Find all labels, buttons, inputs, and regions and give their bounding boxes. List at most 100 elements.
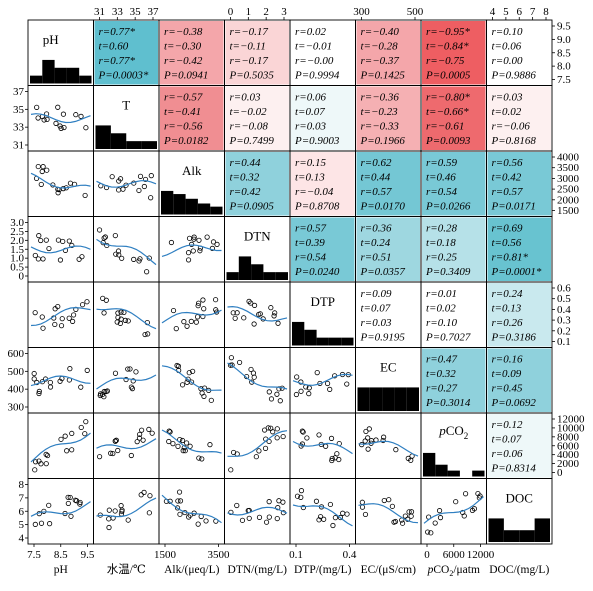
scatter-point	[190, 248, 196, 254]
scatter-point	[77, 501, 83, 507]
correlation-text: r=−0.36	[361, 92, 400, 104]
scatter-point	[182, 448, 188, 454]
correlation-cell	[487, 21, 551, 85]
scatter-point	[425, 529, 431, 535]
scatter-point	[298, 494, 304, 500]
histogram-bar	[488, 518, 504, 542]
scatter-point	[408, 513, 414, 519]
histogram-bar	[423, 452, 436, 477]
scatter-point	[115, 314, 121, 321]
scatter-point	[52, 321, 58, 328]
scatter-point	[186, 370, 192, 376]
scatter-point	[79, 302, 86, 308]
panel-border	[158, 281, 225, 348]
smooth-curve	[30, 306, 91, 327]
correlation-text: t=0.07	[361, 303, 391, 315]
correlation-text: P=0.0170	[360, 201, 406, 213]
scatter-point	[214, 241, 220, 247]
scatter-point	[262, 445, 269, 451]
scatter-point	[185, 250, 192, 256]
scatter-point	[265, 425, 271, 431]
scatter-point	[32, 459, 39, 465]
top-tick-label: 1	[246, 6, 252, 18]
correlation-text: r=0.47	[426, 354, 457, 366]
correlation-cell	[356, 283, 420, 347]
scatter-point	[168, 239, 175, 246]
scatter-point	[123, 376, 129, 383]
scatter-point	[38, 181, 44, 188]
scatter-point	[324, 380, 331, 387]
correlation-cell	[94, 21, 158, 85]
scatter-point	[46, 245, 52, 252]
top-tick-label: 35	[130, 6, 142, 18]
correlation-cell	[291, 86, 355, 150]
smooth-curve	[96, 308, 157, 330]
scatter-point	[106, 516, 112, 522]
correlation-text: r=0.06	[295, 92, 326, 104]
top-tick-label: 2	[263, 6, 269, 18]
axis-label-part: 2	[449, 569, 453, 578]
right-tick-label: 7.5	[557, 74, 571, 86]
scatter-point	[230, 310, 236, 316]
correlation-text: P=0.0905	[229, 201, 275, 213]
scatter-point	[115, 310, 121, 316]
correlation-text: P=0.0240	[294, 266, 340, 278]
panel-border	[420, 478, 487, 545]
scatter-point	[55, 190, 61, 196]
scatter-point	[300, 504, 306, 511]
variable-label: Alk	[182, 163, 202, 178]
axis-variable-label: pH	[54, 564, 68, 576]
correlation-text: P=0.8708	[294, 201, 340, 213]
smooth-curve	[423, 496, 484, 524]
scatter-point	[58, 125, 64, 132]
scatter-point	[108, 450, 114, 456]
histogram-bar	[406, 387, 419, 411]
scatter-point	[39, 314, 45, 320]
scatter-point	[406, 509, 412, 515]
histogram-bar	[382, 387, 395, 411]
correlation-text: r=−0.00	[295, 55, 334, 67]
histogram-bar	[341, 337, 354, 346]
scatter-point	[113, 251, 119, 257]
scatter-point	[187, 443, 193, 449]
scatter-point	[137, 431, 143, 438]
correlation-text: r=−0.08	[230, 121, 269, 133]
scatter-point	[116, 252, 122, 258]
scatter-point	[190, 368, 196, 374]
correlation-text: r=−0.80*	[426, 92, 470, 104]
smooth-curve	[358, 503, 419, 524]
correlation-text: P=0.0182	[163, 135, 209, 147]
axis-variable-label: EC/(μS/cm)	[361, 564, 417, 576]
scatter-point	[141, 489, 147, 495]
scatter-point	[314, 370, 320, 376]
correlation-text: r=−0.33	[361, 121, 400, 133]
scatter-point	[213, 297, 219, 303]
scatter-point	[298, 388, 304, 394]
scatter-point	[60, 111, 67, 117]
panel-border	[355, 412, 422, 479]
correlation-cell	[160, 21, 224, 85]
scatter-point	[36, 390, 42, 397]
top-tick-label: 31	[94, 6, 105, 18]
axis-variable-label: DTP/(mg/L)	[294, 564, 352, 576]
scatter-point	[106, 524, 112, 531]
scatter-point	[228, 467, 234, 473]
top-tick-label: 500	[407, 6, 424, 18]
histogram-bar	[503, 530, 520, 542]
scatter-point	[142, 331, 148, 338]
scatter-point	[67, 180, 74, 186]
scatter-point	[246, 298, 252, 304]
scatter-point	[136, 258, 142, 264]
scatter-point	[213, 307, 219, 313]
histogram-bar	[226, 272, 239, 280]
scatter-point	[68, 513, 74, 519]
smooth-curve	[227, 430, 288, 457]
scatter-point	[201, 306, 207, 312]
correlation-text: r=−0.61	[426, 121, 464, 133]
scatter-point	[261, 427, 268, 433]
panel-border	[224, 412, 291, 479]
correlation-text: t=0.32	[426, 368, 456, 380]
scatter-point	[84, 367, 90, 373]
correlation-text: P=0.0003*	[98, 70, 149, 82]
correlation-text: r=−0.38	[164, 26, 203, 38]
